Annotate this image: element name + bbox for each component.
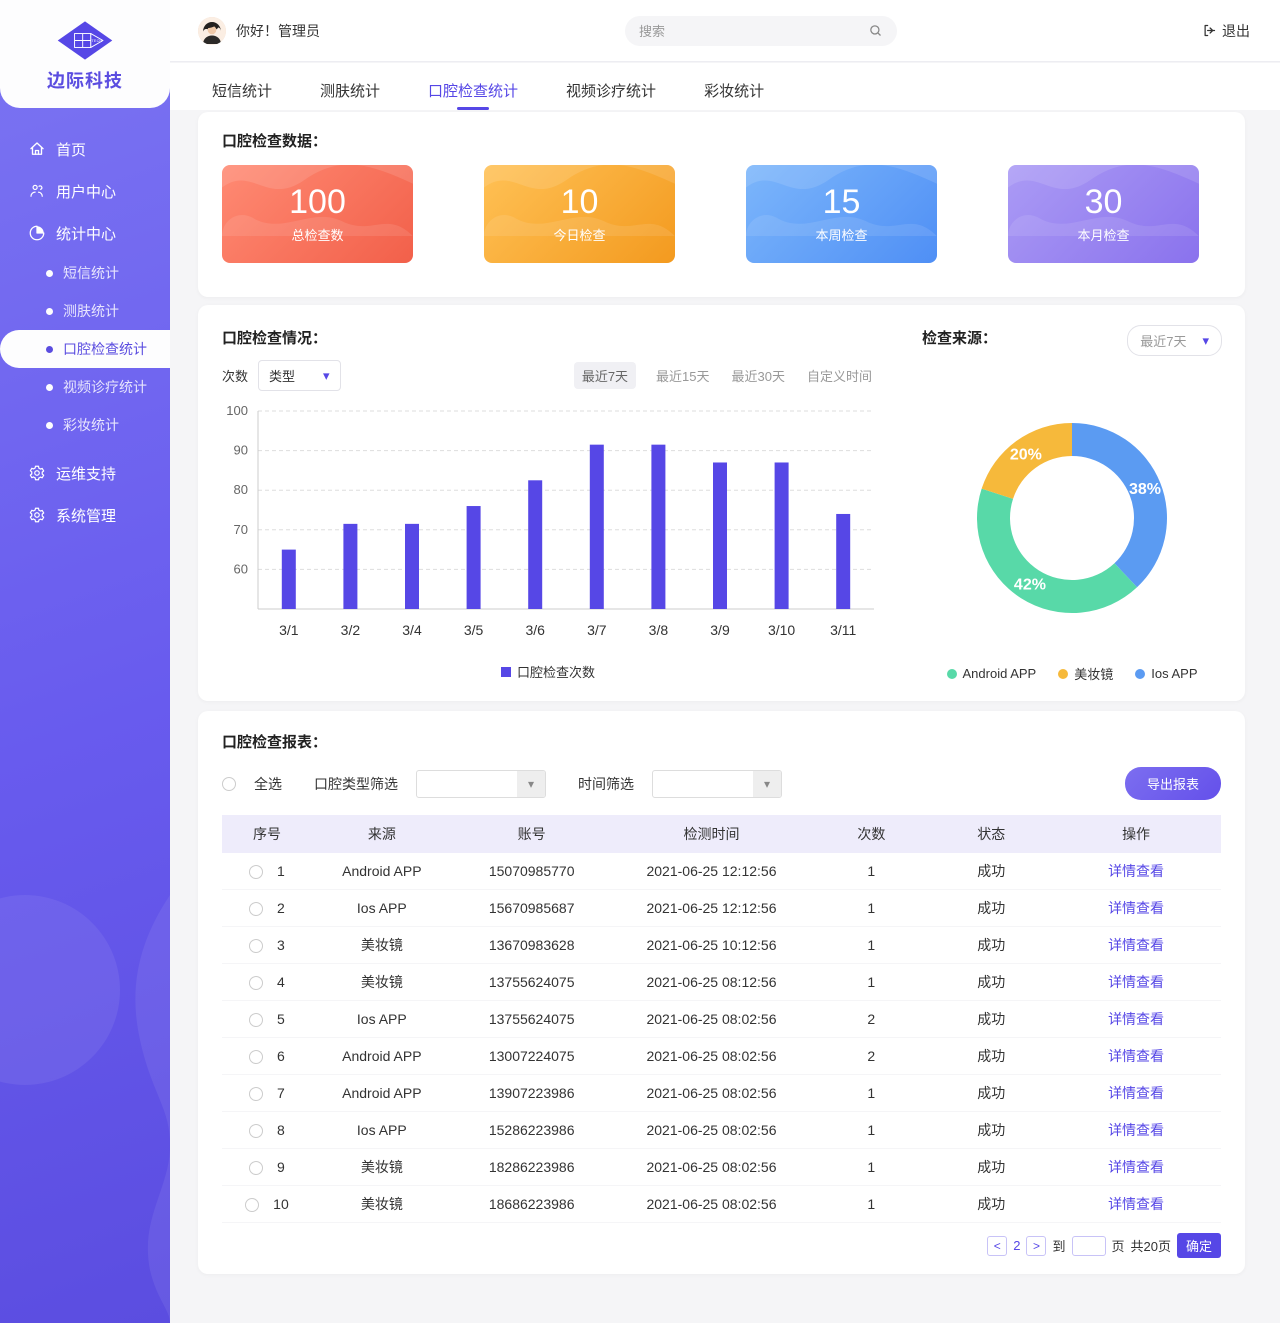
svg-text:38%: 38% xyxy=(1129,481,1161,498)
svg-text:60: 60 xyxy=(234,561,248,576)
svg-text:3/6: 3/6 xyxy=(525,622,545,638)
svg-text:3/5: 3/5 xyxy=(464,622,484,638)
svg-text:70: 70 xyxy=(234,522,248,537)
svg-text:3/7: 3/7 xyxy=(587,622,607,638)
svg-text:80: 80 xyxy=(234,482,248,497)
svg-text:20%: 20% xyxy=(1010,446,1042,463)
svg-text:3/9: 3/9 xyxy=(710,622,730,638)
svg-text:3/1: 3/1 xyxy=(279,622,299,638)
svg-text:TECH: TECH xyxy=(91,39,102,43)
svg-text:90: 90 xyxy=(234,443,248,458)
svg-text:3/2: 3/2 xyxy=(341,622,361,638)
svg-text:42%: 42% xyxy=(1014,576,1046,593)
svg-text:100: 100 xyxy=(226,405,248,418)
svg-text:3/8: 3/8 xyxy=(649,622,669,638)
svg-text:3/11: 3/11 xyxy=(830,622,856,638)
svg-text:3/10: 3/10 xyxy=(768,622,795,638)
svg-text:3/4: 3/4 xyxy=(402,622,422,638)
